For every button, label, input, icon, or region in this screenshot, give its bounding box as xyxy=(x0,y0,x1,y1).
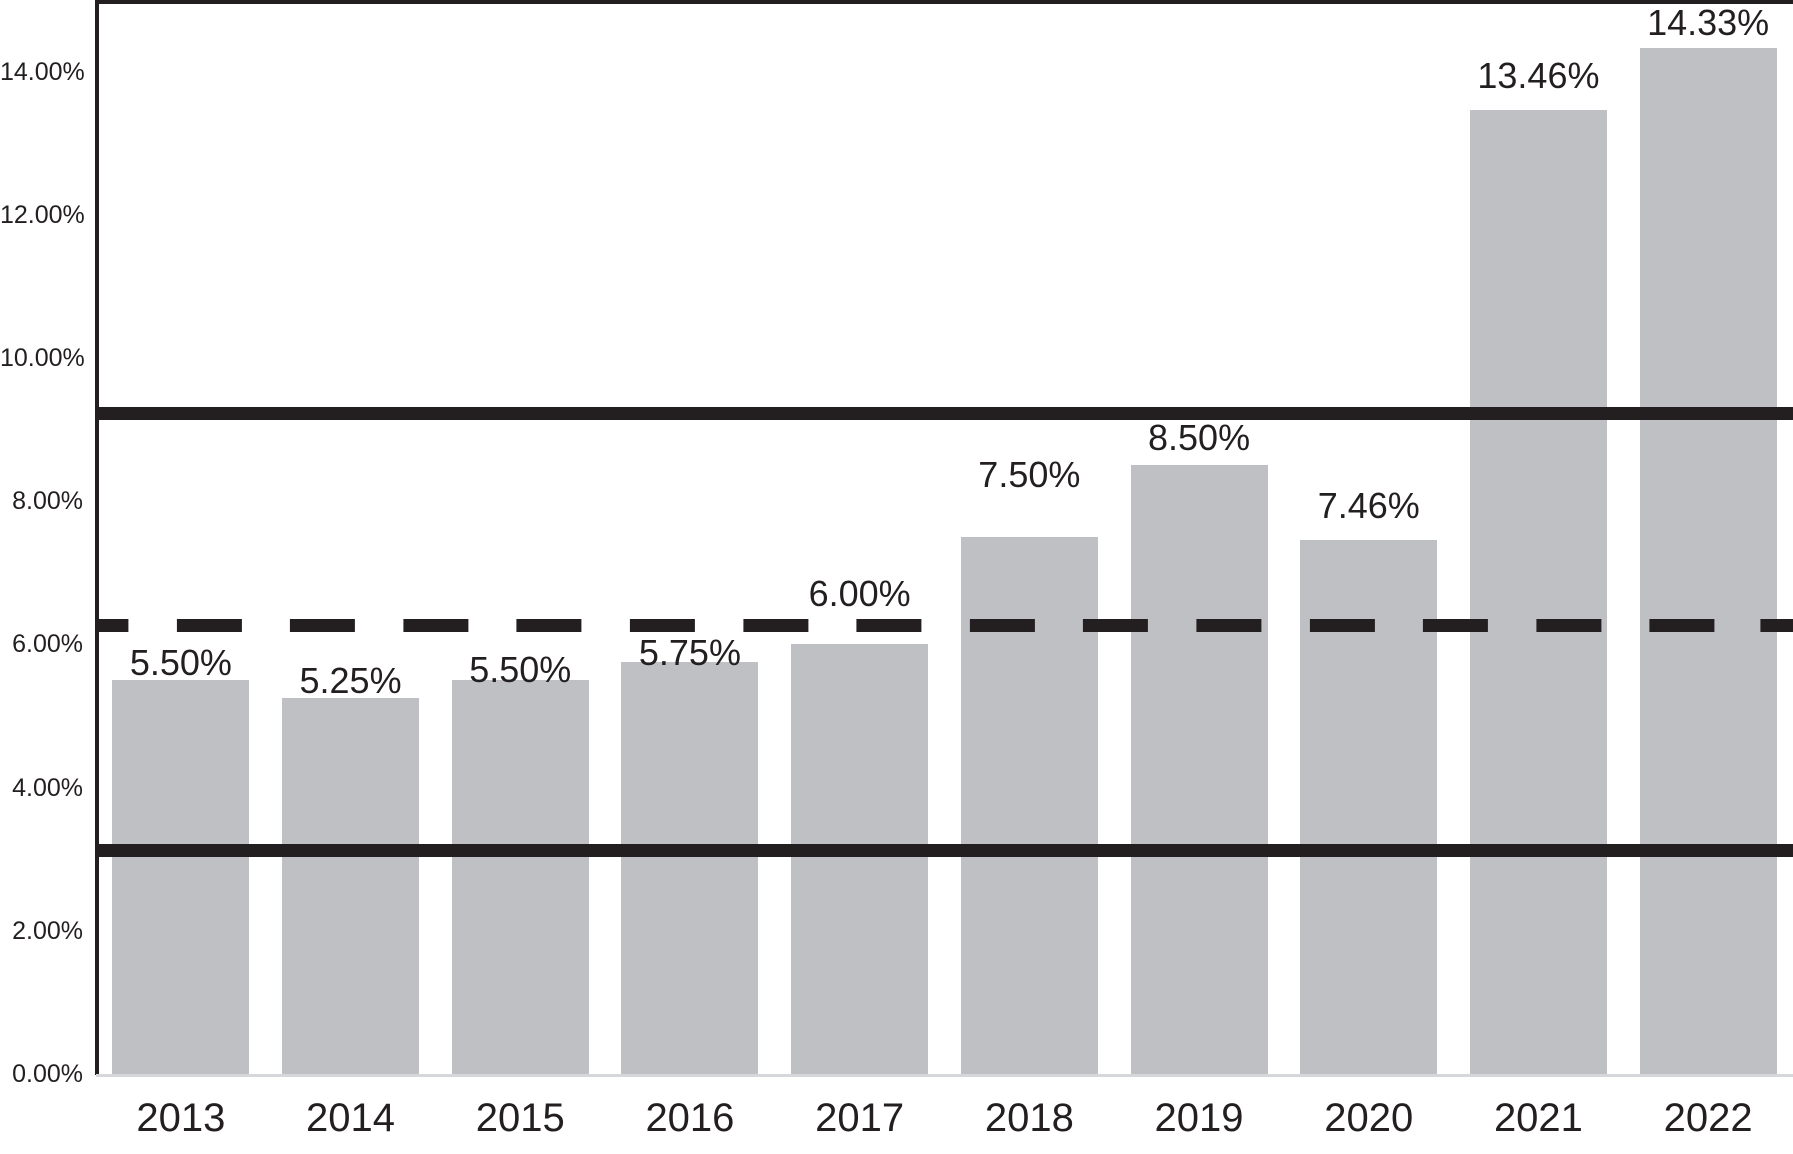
plot-area: 5.50% 5.25% 5.50% 5.75% 6.00% 7.50% 8.50% 7.46%… xyxy=(96,0,1793,1074)
bar-value-label: 7.50% xyxy=(978,454,1081,495)
bar-value-label: 13.46% xyxy=(1477,55,1600,97)
bar-value-label: 5.75% xyxy=(638,632,741,674)
bar-value-label: 7.46% xyxy=(1317,484,1420,526)
y-tick-label: 0.00% xyxy=(12,1060,83,1088)
x-tick-label: 2015 xyxy=(475,1096,565,1140)
x-tick-label: 2016 xyxy=(645,1096,735,1140)
y-tick-label: 10.00% xyxy=(0,344,85,372)
x-tick-label: 2018 xyxy=(984,1096,1074,1140)
y-tick-label: 2.00% xyxy=(12,916,83,945)
y-tick-label: 12.00% xyxy=(0,200,85,229)
y-tick-label: 6.00% xyxy=(12,630,83,659)
x-tick-label: 2013 xyxy=(136,1096,226,1140)
y-tick-label: 14.00% xyxy=(0,57,85,86)
x-tick-label: 2021 xyxy=(1493,1096,1583,1140)
y-tick-label: 8.00% xyxy=(12,487,83,516)
bar-2013 xyxy=(112,680,250,1074)
x-tick-label: 2019 xyxy=(1154,1096,1244,1140)
x-tick-label: 2020 xyxy=(1324,1096,1414,1140)
bar-value-label: 8.50% xyxy=(1148,417,1251,459)
bar-value-label: 6.00% xyxy=(808,573,911,615)
bar-value-label: 14.33% xyxy=(1647,1,1770,43)
bar-2017 xyxy=(791,644,929,1074)
reference-line-solid xyxy=(96,844,1793,858)
bar-2018 xyxy=(960,537,1098,1074)
x-tick-label: 2022 xyxy=(1663,1096,1753,1140)
bar-value-label: 5.25% xyxy=(299,660,402,702)
bar-2021 xyxy=(1469,110,1607,1074)
bar-2014 xyxy=(282,698,420,1074)
plot-top-border xyxy=(96,0,1793,4)
bar-value-label: 5.50% xyxy=(129,642,232,684)
x-axis-baseline xyxy=(96,1074,1793,1077)
bar-2016 xyxy=(621,662,759,1074)
bar-2019 xyxy=(1130,465,1268,1074)
bar-value-label: 5.50% xyxy=(469,649,572,691)
bar-2015 xyxy=(451,680,589,1074)
y-tick-label: 4.00% xyxy=(12,773,83,802)
reference-line-dashed xyxy=(96,619,1793,633)
y-axis-line xyxy=(95,0,99,1075)
bar-2022 xyxy=(1639,47,1777,1074)
reference-line-solid xyxy=(96,407,1793,421)
x-tick-label: 2014 xyxy=(306,1096,396,1140)
x-tick-label: 2017 xyxy=(815,1096,905,1140)
